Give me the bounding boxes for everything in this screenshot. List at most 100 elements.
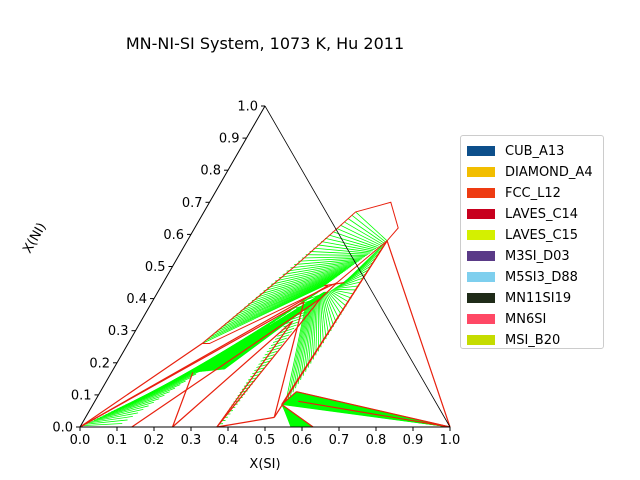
phase-boundary-line — [273, 301, 305, 418]
tie-line — [268, 344, 282, 350]
tie-line — [322, 294, 332, 331]
x-tick-label: 0.0 — [70, 433, 91, 448]
y-axis-label: X(NI) — [20, 220, 49, 256]
x-tick-label: 0.2 — [144, 433, 165, 448]
phase-boundary-line — [281, 404, 314, 428]
tie-line — [252, 370, 263, 375]
tie-line — [224, 278, 334, 325]
tie-line — [267, 266, 352, 288]
tie-line — [301, 256, 366, 259]
tie-line — [236, 275, 339, 315]
tie-line — [318, 297, 322, 348]
tie-line — [201, 285, 325, 344]
tie-line — [336, 273, 367, 288]
triangle-frame-layer — [79, 105, 451, 428]
legend-swatch — [467, 188, 495, 198]
legend-item: FCC_L12 — [467, 184, 561, 202]
tie-line — [278, 262, 356, 279]
legend-label: LAVES_C15 — [505, 227, 579, 243]
tie-line — [328, 234, 377, 250]
tie-line — [294, 258, 362, 265]
tie-line — [91, 412, 139, 422]
phase-boundary-line — [296, 391, 451, 428]
tie-line — [102, 398, 160, 417]
legend-item: DIAMOND_A4 — [467, 163, 593, 181]
tie-line — [326, 292, 342, 315]
tie-line — [324, 237, 375, 251]
tie-line — [262, 354, 275, 359]
tie-line — [258, 360, 270, 365]
legend-swatch — [467, 314, 495, 324]
tick-layer: 0.0 0.1 0.2 0.3 0.4 0.5 0.6 0.7 0.8 0.9 1.0 0.0 0.1 0… — [52, 100, 460, 449]
tie-line — [327, 291, 345, 311]
tie-line — [228, 277, 336, 321]
tie-line — [307, 299, 315, 368]
x-tick-label: 1.0 — [440, 433, 461, 448]
tie-line — [305, 300, 314, 372]
tie-line — [270, 341, 285, 347]
tie-line — [272, 337, 287, 343]
legend-item: LAVES_C14 — [467, 205, 578, 223]
tie-line — [319, 296, 324, 344]
tie-line — [332, 288, 357, 291]
tie-line — [99, 401, 155, 418]
tie-line — [275, 334, 290, 340]
tie-line — [295, 302, 310, 389]
tie-line — [271, 265, 353, 285]
legend-label: MN11SI19 — [505, 290, 572, 306]
tie-line — [283, 321, 300, 328]
y-tick-label: 0.2 — [89, 356, 110, 371]
y-tick-label: 0.6 — [163, 228, 184, 243]
tie-line — [108, 391, 170, 414]
tie-line — [321, 295, 329, 336]
legend-label: CUB_A13 — [505, 143, 565, 159]
x-tick-label: 0.1 — [107, 433, 128, 448]
tie-line — [256, 364, 268, 368]
tie-line — [289, 311, 307, 318]
y-tick-label: 0.5 — [145, 260, 166, 275]
tie-line — [217, 280, 331, 331]
legend-item: M3SI_D03 — [467, 247, 570, 265]
legend-swatch — [467, 335, 495, 345]
tie-line — [254, 367, 265, 372]
phase-boundary-line — [216, 298, 321, 428]
tie-line — [110, 387, 176, 413]
legend-swatch — [467, 167, 495, 177]
tie-line — [355, 211, 388, 242]
tie-line — [221, 279, 333, 328]
tie-line — [320, 295, 327, 340]
phase-boundary-line — [324, 281, 345, 287]
legend-item: MN6SI — [467, 310, 546, 328]
tie-line — [313, 247, 370, 254]
legend-label: M5SI3_D88 — [505, 269, 578, 285]
tie-line — [329, 290, 350, 303]
tie-line — [297, 302, 311, 385]
legend-swatch — [467, 293, 495, 303]
legend-item: LAVES_C15 — [467, 226, 578, 244]
tie-line — [300, 301, 312, 381]
tie-line — [94, 408, 144, 421]
chart-title: MN-NI-SI System, 1073 K, Hu 2011 — [125, 34, 405, 53]
tie-line — [302, 301, 313, 376]
y-tick-label: 1.0 — [237, 100, 258, 115]
tie-line — [351, 214, 386, 243]
phase-boundary-line — [79, 343, 203, 428]
tie-line — [343, 221, 383, 245]
y-tick-label: 0.8 — [200, 164, 221, 179]
legend: CUB_A13 DIAMOND_A4 FCC_L12 LAVES_C14 LAVES_C… — [460, 135, 604, 349]
phase-boundary-line — [131, 298, 321, 428]
tie-line — [324, 293, 337, 323]
tie-line — [274, 264, 355, 282]
tie-line — [325, 293, 340, 319]
tie-line — [292, 303, 310, 393]
tie-line — [82, 423, 123, 427]
tie-line — [315, 298, 318, 356]
tie-line — [279, 327, 295, 334]
phase-boundary-layer — [79, 240, 451, 428]
tie-line — [332, 231, 378, 248]
legend-item: M5SI3_D88 — [467, 268, 578, 286]
legend-swatch — [467, 251, 495, 261]
legend-swatch — [467, 209, 495, 219]
tie-line — [305, 254, 367, 256]
